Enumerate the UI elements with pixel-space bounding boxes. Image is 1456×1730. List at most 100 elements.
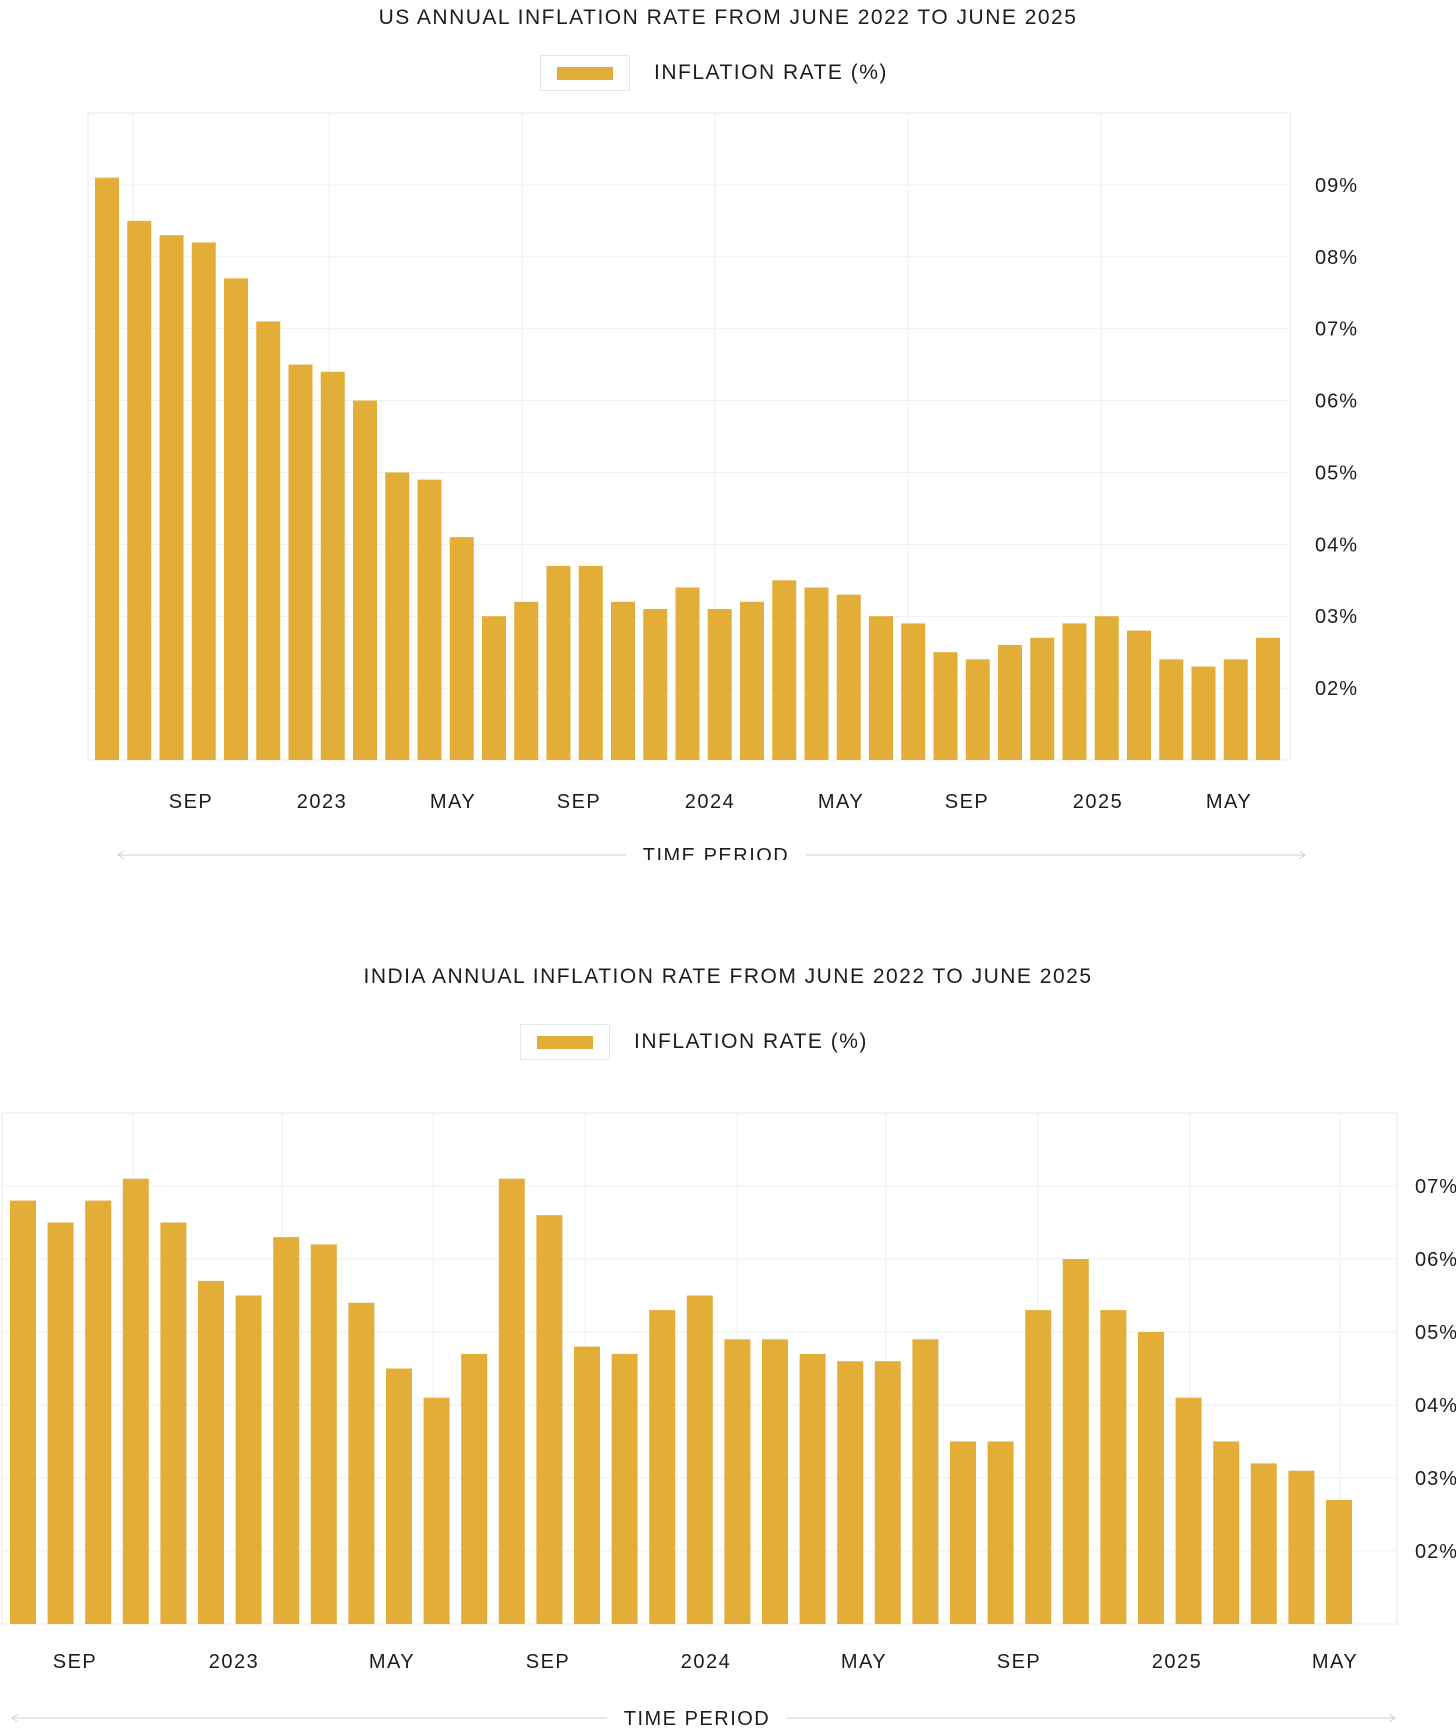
india-bar-feb-2024[interactable]: Feb 2024: 4.9% — [762, 1339, 788, 1624]
us-legend[interactable]: INFLATION RATE (%) — [540, 55, 888, 91]
us-bar-aug-2023[interactable]: Aug 2023: 3.7% — [546, 565, 571, 760]
india-bar-nov-2022[interactable]: Nov 2022: 5.7% — [198, 1280, 224, 1624]
us-y-tick-label: 08% — [1315, 247, 1358, 269]
us-chart-plot: Jun 2022: 9.1% Jul 2022: 8.5% Aug 2022: 8.… — [87, 112, 1358, 860]
india-bar-jul-2024[interactable]: Jul 2024: 3.5% — [950, 1441, 976, 1625]
india-bar-oct-2023[interactable]: Oct 2023: 4.7% — [611, 1353, 638, 1624]
india-legend[interactable]: INFLATION RATE (%) — [520, 1024, 868, 1060]
us-x-tick-label: MAY — [1206, 791, 1252, 813]
us-bar-oct-2022[interactable]: Oct 2022: 7.7% — [224, 278, 248, 760]
us-bar-sep-2022[interactable]: Sep 2022: 8.2% — [191, 242, 216, 760]
india-chart: INDIA ANNUAL INFLATION RATE FROM JUNE 20… — [0, 860, 1456, 1730]
india-bar-aug-2024[interactable]: Aug 2024: 3.5% — [987, 1441, 1014, 1625]
us-bar-jul-2023[interactable]: Jul 2023: 3.2% — [514, 601, 539, 760]
india-bar-oct-2024[interactable]: Oct 2024: 6% — [1062, 1259, 1089, 1624]
india-bar-sep-2022[interactable]: Sep 2022: 7.1% — [122, 1178, 149, 1624]
india-bar-nov-2024[interactable]: Nov 2024: 5.3% — [1100, 1310, 1127, 1624]
india-bar-oct-2022[interactable]: Oct 2022: 6.5% — [160, 1222, 187, 1625]
us-bar-oct-2023[interactable]: Oct 2023: 3.2% — [611, 601, 635, 760]
us-bar-jul-2022[interactable]: Jul 2022: 8.5% — [127, 220, 152, 761]
india-bar-mar-2025[interactable]: Mar 2025: 3.2% — [1250, 1463, 1277, 1624]
india-bar-jul-2022[interactable]: Jul 2022: 6.5% — [47, 1222, 74, 1625]
us-bar-jun-2024[interactable]: Jun 2024: 3% — [869, 616, 893, 760]
us-bar-mar-2023[interactable]: Mar 2023: 5% — [385, 472, 410, 760]
us-bar-nov-2023[interactable]: Nov 2023: 3.1% — [643, 609, 668, 760]
us-arrow-right-icon — [1298, 850, 1306, 860]
us-bar-nov-2024[interactable]: Nov 2024: 2.7% — [1030, 637, 1055, 760]
us-bar-sep-2024[interactable]: Sep 2024: 2.4% — [965, 659, 990, 760]
india-bar-apr-2024[interactable]: Apr 2024: 4.6% — [837, 1361, 864, 1624]
india-legend-swatch — [537, 1035, 593, 1049]
india-chart-title: INDIA ANNUAL INFLATION RATE FROM JUNE 20… — [363, 965, 1093, 988]
us-bar-dec-2023[interactable]: Dec 2023: 3.4% — [675, 587, 700, 760]
us-bar-jan-2024[interactable]: Jan 2024: 3.1% — [707, 609, 732, 760]
india-bar-apr-2025[interactable]: Apr 2025: 3.1% — [1288, 1470, 1315, 1624]
india-bar-jan-2024[interactable]: Jan 2024: 4.9% — [724, 1339, 751, 1624]
us-bar-nov-2022[interactable]: Nov 2022: 7.1% — [256, 321, 281, 760]
india-bar-mar-2024[interactable]: Mar 2024: 4.7% — [799, 1353, 826, 1624]
us-bar-feb-2024[interactable]: Feb 2024: 3.2% — [740, 601, 764, 760]
us-bar-feb-2023[interactable]: Feb 2023: 6% — [353, 400, 377, 760]
us-bar-jun-2023[interactable]: Jun 2023: 3% — [482, 616, 506, 760]
india-bar-may-2023[interactable]: May 2023: 4.1% — [423, 1397, 450, 1624]
us-y-tick-labels: 02% 03% 04% 05% 06% 07% 08% 09% — [1315, 175, 1358, 700]
us-x-tick-label: SEP — [169, 791, 214, 813]
us-bar-jun-2022[interactable]: Jun 2022: 9.1% — [95, 177, 119, 760]
india-bar-aug-2022[interactable]: Aug 2022: 6.8% — [85, 1200, 112, 1624]
india-x-tick-label: SEP — [526, 1651, 571, 1673]
us-arrow-left-icon — [117, 850, 125, 860]
india-bar-jun-2023[interactable]: Jun 2023: 4.7% — [461, 1353, 488, 1624]
india-x-tick-label: 2023 — [209, 1651, 260, 1673]
india-legend-swatch-box — [520, 1024, 610, 1060]
india-bar-jun-2022[interactable]: Jun 2022: 6.8% — [10, 1200, 36, 1624]
india-bar-feb-2025[interactable]: Feb 2025: 3.5% — [1213, 1441, 1240, 1625]
us-bar-jan-2023[interactable]: Jan 2023: 6.4% — [320, 371, 345, 760]
us-bar-feb-2025[interactable]: Feb 2025: 2.8% — [1127, 630, 1151, 760]
us-bar-apr-2023[interactable]: Apr 2023: 4.9% — [417, 479, 442, 760]
us-x-tick-label: MAY — [430, 791, 476, 813]
india-x-tick-label: MAY — [841, 1651, 887, 1673]
india-bar-dec-2022[interactable]: Dec 2022: 5.5% — [235, 1295, 262, 1625]
india-bar-nov-2023[interactable]: Nov 2023: 5.3% — [649, 1310, 676, 1624]
us-bar-oct-2024[interactable]: Oct 2024: 2.6% — [998, 644, 1022, 760]
us-x-tick-label: 2024 — [685, 791, 736, 813]
us-bar-sep-2023[interactable]: Sep 2023: 3.7% — [578, 565, 603, 760]
us-y-tick-label: 07% — [1315, 319, 1358, 341]
us-bar-apr-2025[interactable]: Apr 2025: 2.3% — [1191, 666, 1216, 760]
us-bar-jul-2024[interactable]: Jul 2024: 2.9% — [901, 623, 926, 760]
india-x-axis-title: TIME PERIOD — [624, 1708, 771, 1730]
india-bar-jan-2025[interactable]: Jan 2025: 4.1% — [1175, 1397, 1202, 1624]
us-bar-mar-2024[interactable]: Mar 2024: 3.5% — [772, 580, 797, 760]
us-x-axis-title: TIME PERIOD — [643, 845, 790, 860]
us-bar-mar-2025[interactable]: Mar 2025: 2.4% — [1159, 659, 1184, 760]
india-x-tick-label: 2024 — [681, 1651, 732, 1673]
india-bar-jul-2023[interactable]: Jul 2023: 7.1% — [498, 1178, 525, 1624]
us-bar-jan-2025[interactable]: Jan 2025: 3% — [1094, 616, 1119, 760]
us-bar-aug-2024[interactable]: Aug 2024: 2.5% — [933, 652, 958, 760]
india-bar-sep-2024[interactable]: Sep 2024: 5.3% — [1025, 1310, 1052, 1624]
us-x-tick-labels: SEP 2023 MAY SEP 2024 MAY SEP 2025 MAY — [169, 791, 1252, 813]
india-bar-mar-2023[interactable]: Mar 2023: 5.4% — [348, 1302, 375, 1624]
india-bar-sep-2023[interactable]: Sep 2023: 4.8% — [574, 1346, 600, 1624]
india-bar-may-2025[interactable]: May 2025: 2.7% — [1326, 1499, 1352, 1624]
us-bar-aug-2022[interactable]: Aug 2022: 8.3% — [159, 235, 184, 760]
us-bar-apr-2024[interactable]: Apr 2024: 3.4% — [804, 587, 829, 760]
india-legend-label: INFLATION RATE (%) — [634, 1030, 868, 1053]
india-bar-jun-2024[interactable]: Jun 2024: 4.9% — [912, 1339, 939, 1624]
india-bar-jan-2023[interactable]: Jan 2023: 6.3% — [273, 1237, 300, 1624]
us-bar-jun-2025[interactable]: Jun 2025: 2.7% — [1256, 637, 1280, 760]
us-x-tick-label: MAY — [818, 791, 864, 813]
india-bar-dec-2023[interactable]: Dec 2023: 5.5% — [686, 1295, 713, 1625]
us-bar-may-2023[interactable]: May 2023: 4.1% — [449, 537, 474, 760]
india-bar-apr-2023[interactable]: Apr 2023: 4.5% — [386, 1368, 412, 1625]
india-x-tick-label: MAY — [369, 1651, 415, 1673]
us-bar-dec-2024[interactable]: Dec 2024: 2.9% — [1062, 623, 1087, 760]
india-bar-feb-2023[interactable]: Feb 2023: 6.2% — [310, 1244, 337, 1624]
india-bar-dec-2024[interactable]: Dec 2024: 5% — [1138, 1332, 1164, 1624]
us-y-tick-label: 03% — [1315, 606, 1358, 628]
us-bar-may-2024[interactable]: May 2024: 3.3% — [836, 594, 861, 760]
india-bar-aug-2023[interactable]: Aug 2023: 6.6% — [536, 1215, 563, 1624]
india-bar-may-2024[interactable]: May 2024: 4.6% — [874, 1361, 901, 1624]
us-bar-dec-2022[interactable]: Dec 2022: 6.5% — [288, 364, 313, 760]
us-bar-may-2025[interactable]: May 2025: 2.4% — [1223, 659, 1248, 760]
